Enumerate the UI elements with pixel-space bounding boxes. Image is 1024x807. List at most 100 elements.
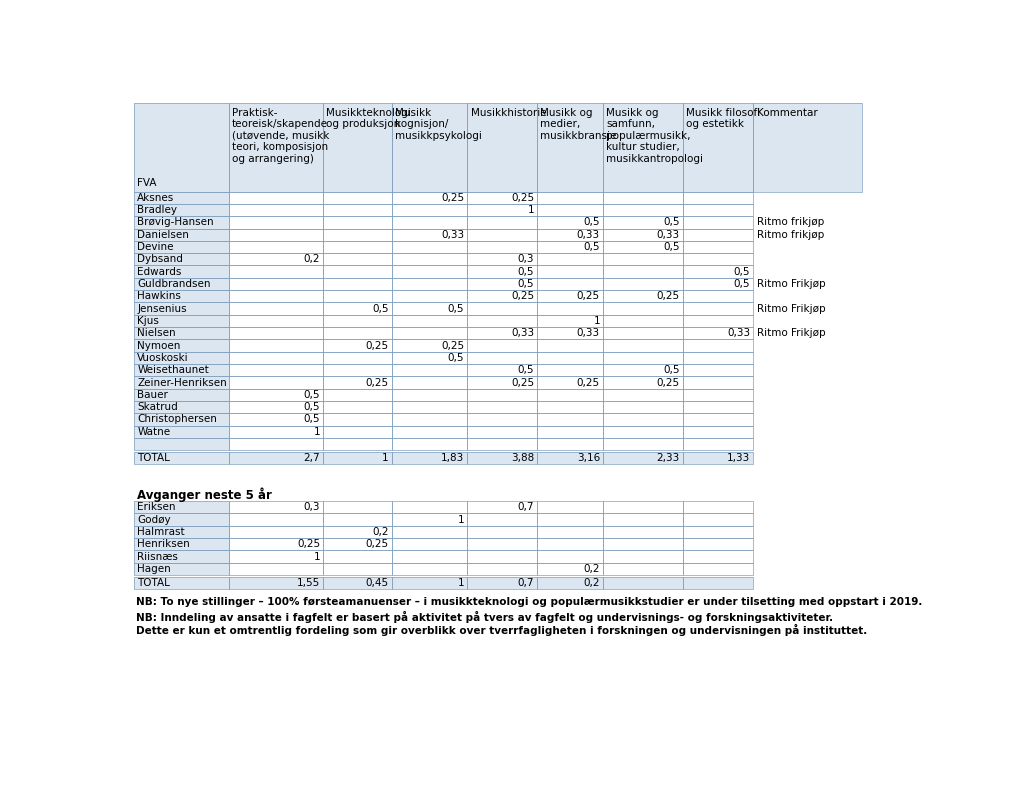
Bar (683, 352, 754, 364)
Text: 0,5: 0,5 (447, 303, 464, 314)
Bar (228, 315, 324, 327)
Bar (683, 253, 754, 266)
Bar (134, 550, 228, 562)
Bar (228, 413, 324, 425)
Bar (228, 290, 324, 303)
Bar (324, 240, 391, 253)
Bar (228, 278, 324, 290)
Bar (228, 438, 324, 450)
Bar (134, 452, 228, 464)
Bar (683, 216, 754, 228)
Text: 1,55: 1,55 (297, 578, 321, 587)
Bar (603, 240, 683, 253)
Bar (467, 266, 538, 278)
Bar (603, 278, 683, 290)
Bar (324, 340, 391, 352)
Bar (228, 228, 324, 240)
Bar (228, 401, 324, 413)
Bar (134, 562, 228, 575)
Bar (134, 401, 228, 413)
Bar (228, 266, 324, 278)
Bar (134, 191, 228, 204)
Bar (538, 315, 603, 327)
Bar (228, 538, 324, 550)
Bar (134, 538, 228, 550)
Bar (603, 538, 683, 550)
Bar (683, 266, 754, 278)
Bar (134, 452, 228, 464)
Bar (538, 340, 603, 352)
Text: 0,33: 0,33 (511, 328, 535, 338)
Bar (134, 525, 228, 538)
Bar (603, 103, 683, 191)
Bar (538, 352, 603, 364)
Bar (324, 315, 391, 327)
Bar (467, 376, 538, 389)
Bar (538, 204, 603, 216)
Text: Danielsen: Danielsen (137, 230, 189, 240)
Bar (228, 340, 324, 352)
Bar (467, 364, 538, 376)
Bar (467, 401, 538, 413)
Bar (391, 376, 467, 389)
Bar (391, 376, 467, 389)
Bar (538, 425, 603, 438)
Bar (134, 389, 228, 401)
Bar (467, 315, 538, 327)
Bar (467, 576, 538, 589)
Bar (683, 576, 754, 589)
Bar (391, 413, 467, 425)
Bar (603, 438, 683, 450)
Bar (228, 191, 324, 204)
Bar (134, 216, 228, 228)
Bar (467, 204, 538, 216)
Bar (228, 364, 324, 376)
Bar (603, 413, 683, 425)
Text: 2,7: 2,7 (303, 453, 321, 463)
Bar (228, 401, 324, 413)
Bar (538, 538, 603, 550)
Bar (391, 389, 467, 401)
Bar (324, 103, 391, 191)
Bar (134, 576, 228, 589)
Bar (683, 340, 754, 352)
Text: Ritmo Frikjøp: Ritmo Frikjøp (757, 303, 825, 314)
Bar (603, 352, 683, 364)
Bar (683, 550, 754, 562)
Bar (538, 216, 603, 228)
Bar (603, 216, 683, 228)
Bar (228, 228, 324, 240)
Bar (538, 327, 603, 340)
Bar (467, 438, 538, 450)
Text: 1: 1 (527, 205, 535, 215)
Bar (538, 303, 603, 315)
Bar (538, 438, 603, 450)
Bar (603, 315, 683, 327)
Bar (603, 425, 683, 438)
Text: Kjus: Kjus (137, 316, 159, 326)
Bar (391, 216, 467, 228)
Bar (228, 253, 324, 266)
Bar (467, 352, 538, 364)
Text: TOTAL: TOTAL (137, 453, 170, 463)
Bar (683, 240, 754, 253)
Bar (134, 576, 228, 589)
Bar (683, 376, 754, 389)
Bar (467, 513, 538, 525)
Bar (228, 550, 324, 562)
Bar (603, 501, 683, 513)
Text: Devine: Devine (137, 242, 174, 252)
Bar (134, 425, 228, 438)
Bar (391, 401, 467, 413)
Bar (538, 327, 603, 340)
Bar (134, 538, 228, 550)
Bar (467, 525, 538, 538)
Bar (391, 525, 467, 538)
Text: Halmrast: Halmrast (137, 527, 185, 537)
Bar (134, 240, 228, 253)
Text: 3,88: 3,88 (511, 453, 535, 463)
Bar (538, 191, 603, 204)
Bar (134, 376, 228, 389)
Bar (391, 389, 467, 401)
Bar (391, 401, 467, 413)
